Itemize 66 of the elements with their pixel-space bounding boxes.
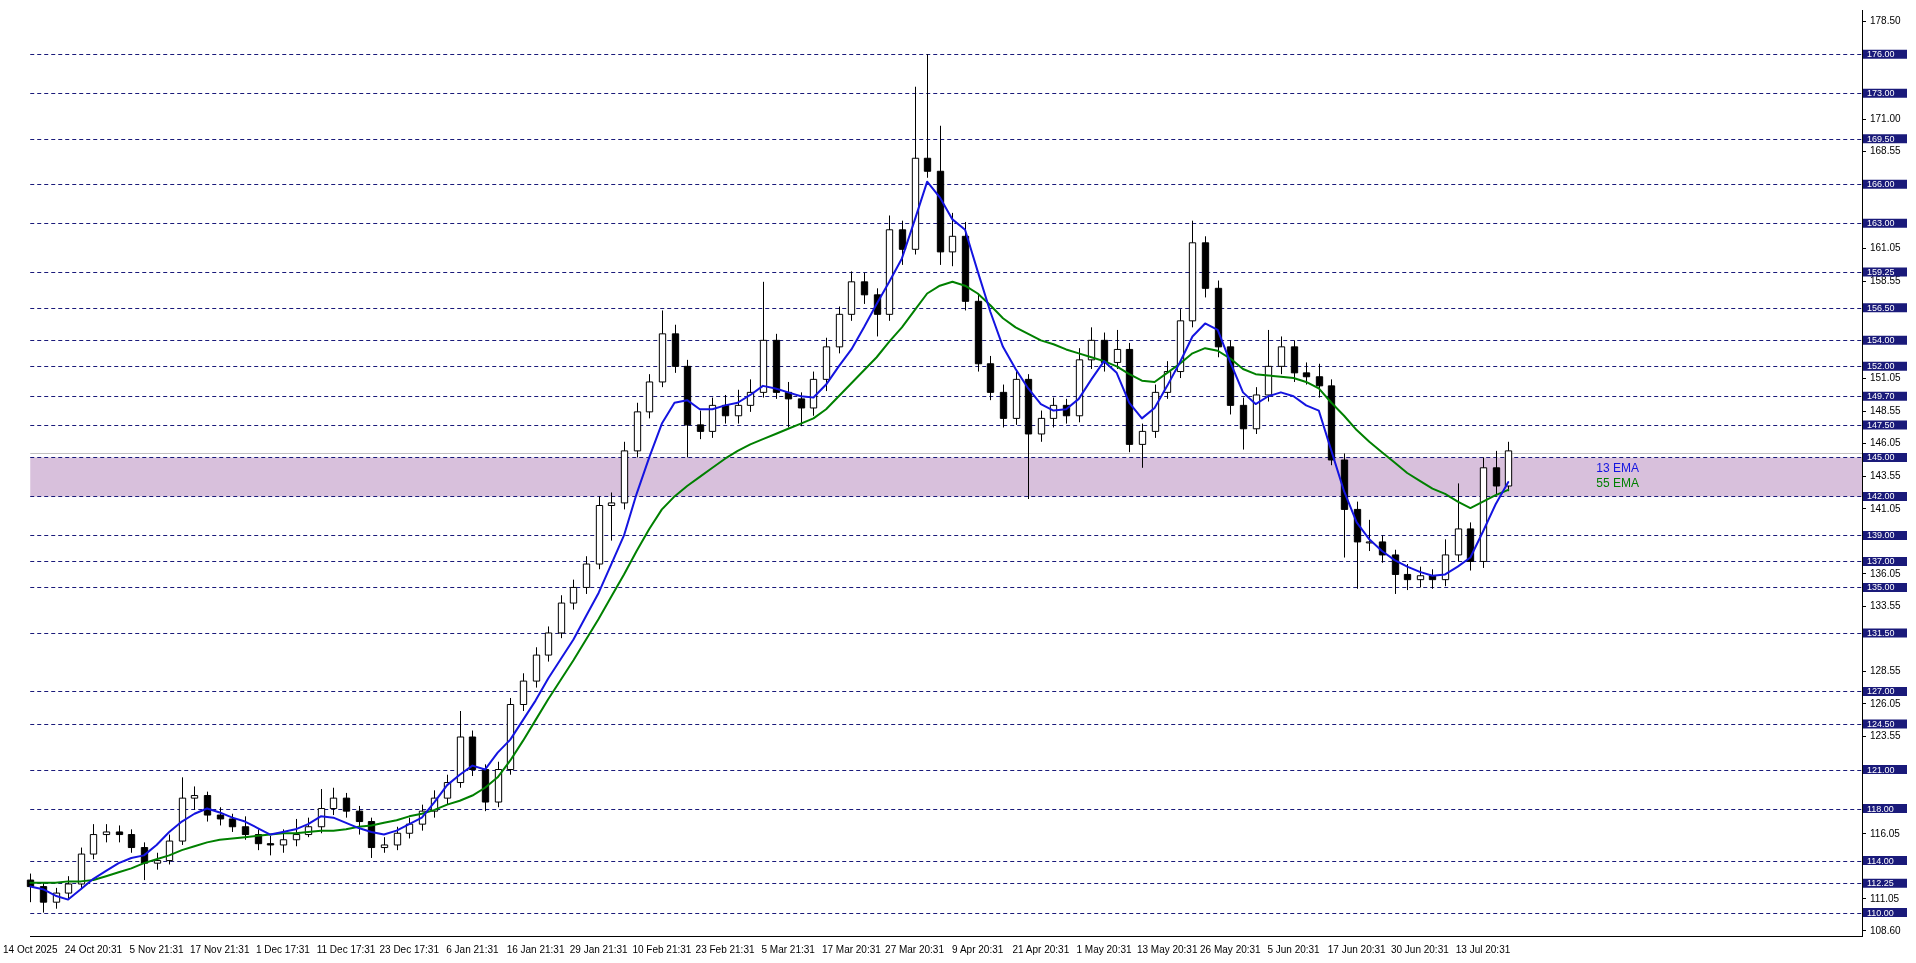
y-tick-label: 116.05 (1870, 827, 1901, 839)
x-tick-label: 1 May 20:31 (1076, 943, 1132, 955)
ref-line-label: 163.00 (1867, 218, 1895, 229)
y-tick-label: 128.55 (1870, 665, 1902, 677)
ref-line-label: 124.50 (1867, 718, 1895, 729)
ref-line-label: 166.00 (1867, 179, 1895, 190)
x-tick-label: 11 Dec 17:31 (316, 943, 376, 955)
y-tick-label: 146.05 (1870, 437, 1902, 449)
ref-line-label: 145.00 (1867, 452, 1895, 463)
ref-line-label: 154.00 (1867, 335, 1895, 346)
x-tick-label: 23 Feb 21:31 (695, 943, 755, 955)
x-tick-label: 10 Feb 21:31 (632, 943, 692, 955)
ref-line-label: 137.00 (1867, 556, 1895, 567)
ref-line-label: 127.00 (1867, 686, 1895, 697)
x-tick-label: 13 May 20:31 (1136, 943, 1198, 955)
x-tick-label: 17 Mar 20:31 (821, 943, 882, 955)
x-tick-label: 5 Mar 21:31 (761, 943, 816, 955)
ref-line-label: 131.50 (1867, 627, 1895, 638)
x-tick-label: 21 Apr 20:31 (1012, 943, 1070, 955)
x-tick-label: 16 Jan 21:31 (506, 943, 565, 955)
y-tick-label: 123.55 (1870, 730, 1902, 742)
ref-line-label: 118.00 (1867, 803, 1894, 814)
x-tick-label: 24 Oct 20:31 (64, 943, 123, 955)
ref-line-label: 135.00 (1867, 582, 1895, 593)
ref-line-label: 176.00 (1867, 49, 1895, 60)
y-tick-label: 136.05 (1870, 567, 1902, 579)
x-tick-label: 23 Dec 17:31 (379, 943, 440, 955)
y-tick-label: 161.05 (1870, 242, 1902, 254)
y-tick-label: 108.60 (1870, 924, 1902, 936)
y-tick-label: 111.05 (1870, 892, 1900, 904)
y-tick-label: 171.00 (1870, 113, 1902, 124)
ref-line-label: 169.50 (1867, 133, 1895, 144)
x-tick-label: 9 Apr 20:31 (952, 943, 1004, 955)
x-tick-label: 5 Jun 20:31 (1267, 943, 1321, 955)
ref-line-label: 112.25 (1867, 878, 1894, 889)
x-tick-label: 6 Jan 21:31 (446, 943, 499, 955)
y-tick-label: 151.05 (1870, 372, 1902, 384)
x-tick-label: 29 Jan 21:31 (569, 943, 629, 955)
ref-line-label: 152.00 (1867, 361, 1895, 372)
x-tick-label: 1 Dec 17:31 (255, 943, 311, 955)
x-tick-label: 17 Jun 20:31 (1327, 943, 1387, 955)
y-tick-label: 126.05 (1870, 697, 1902, 709)
ref-line-label: 149.70 (1867, 391, 1895, 402)
ref-line-label: 147.50 (1867, 419, 1895, 430)
y-tick-label: 141.05 (1870, 502, 1902, 514)
text: 13 EMA (1596, 461, 1639, 476)
y-tick-label: 133.55 (1870, 600, 1902, 612)
y-tick-label: 148.55 (1870, 404, 1902, 416)
ref-line-label: 156.50 (1867, 302, 1895, 313)
ref-line-label: 121.00 (1867, 764, 1895, 775)
x-tick-label: 30 Jun 20:31 (1390, 943, 1450, 955)
y-tick-label: 178.50 (1870, 15, 1902, 27)
x-tick-label: 26 May 20:31 (1200, 943, 1262, 955)
x-tick-label: 13 Jul 20:31 (1455, 943, 1511, 955)
text: 55 EMA (1596, 476, 1639, 491)
ref-line-label: 142.00 (1867, 491, 1895, 502)
ref-line-label: 139.00 (1867, 530, 1895, 541)
ref-line-label: 114.00 (1867, 855, 1894, 866)
x-tick-label: 5 Nov 21:31 (129, 943, 184, 955)
x-tick-label: 27 Mar 20:31 (885, 943, 945, 955)
ref-line-label: 110.00 (1867, 907, 1894, 918)
y-tick-label: 143.55 (1870, 470, 1902, 481)
y-tick-label: 168.55 (1870, 144, 1902, 156)
x-tick-label: 14 Oct 2025 (3, 943, 58, 955)
ref-line-label: 173.00 (1867, 88, 1895, 99)
x-tick-label: 17 Nov 21:31 (189, 943, 250, 955)
